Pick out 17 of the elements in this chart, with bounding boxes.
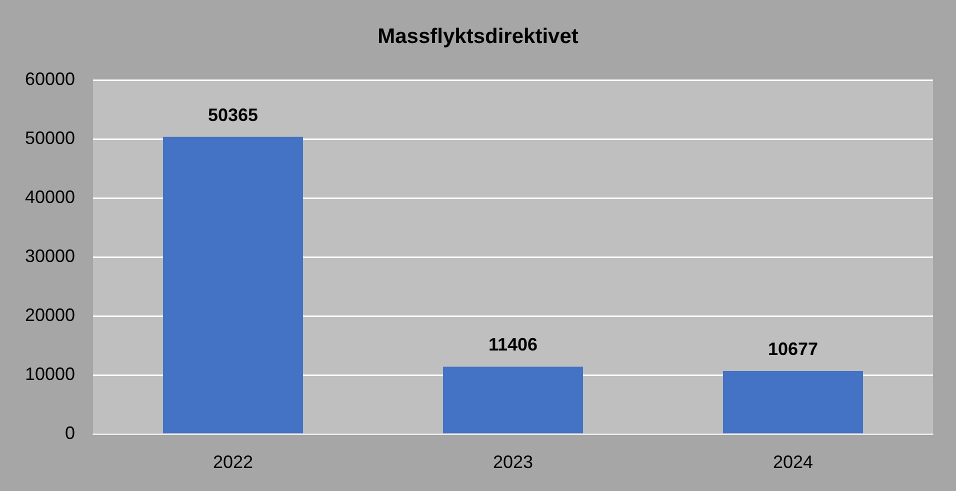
y-tick-label: 50000 xyxy=(24,128,75,148)
x-tick-label: 2023 xyxy=(492,452,534,472)
x-tick-label: 2024 xyxy=(772,452,814,472)
y-tick-label: 10000 xyxy=(24,364,75,384)
data-label: 10677 xyxy=(768,338,818,359)
data-label: 11406 xyxy=(488,334,538,355)
y-tick-label: 20000 xyxy=(24,304,75,325)
y-tick-label: 40000 xyxy=(24,186,75,207)
bar xyxy=(443,366,583,434)
chart-title: Massflyktsdirektivet xyxy=(378,24,578,48)
bar xyxy=(723,371,863,434)
x-tick-label: 2022 xyxy=(212,452,254,472)
bar xyxy=(163,136,303,434)
y-tick-label: 30000 xyxy=(24,246,75,266)
y-tick-label: 60000 xyxy=(24,68,75,89)
data-label: 50365 xyxy=(208,104,258,125)
y-tick-label: 0 xyxy=(64,422,75,443)
